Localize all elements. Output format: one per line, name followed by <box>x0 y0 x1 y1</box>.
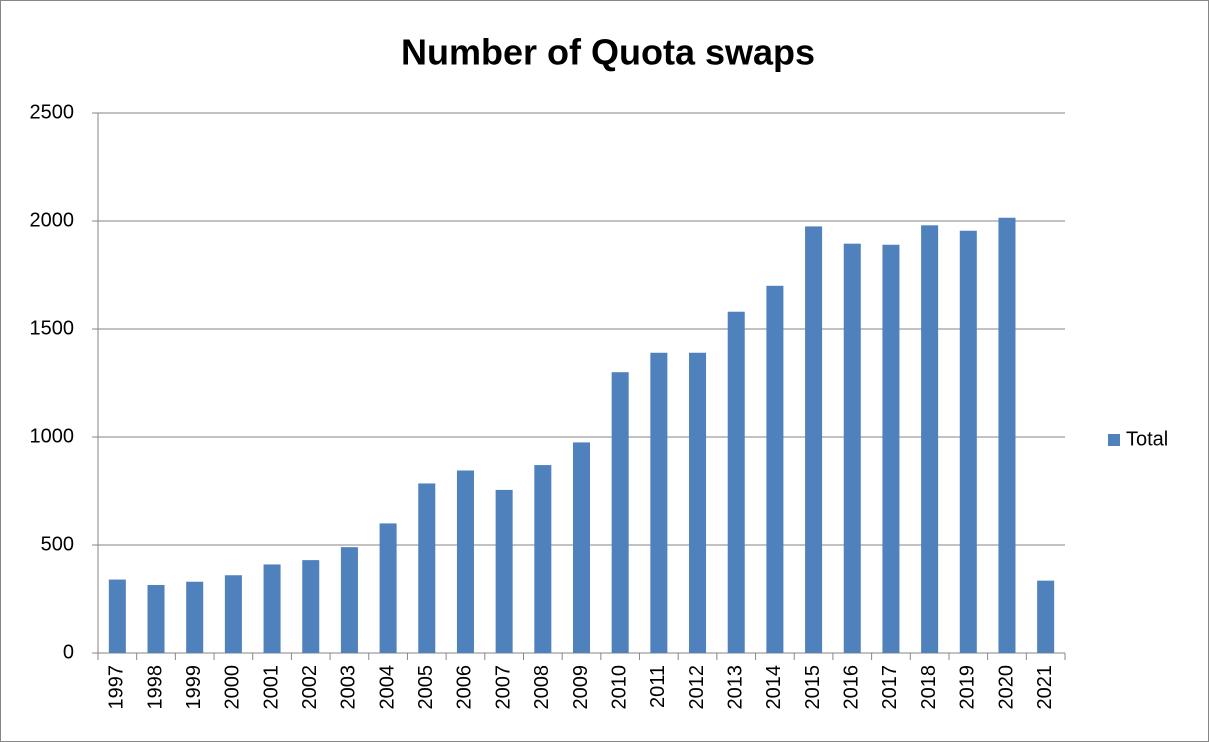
x-tick-label: 2000 <box>222 665 244 710</box>
bar <box>495 489 513 653</box>
x-tick-label: 2004 <box>376 665 398 710</box>
chart-title: Number of Quota swaps <box>401 32 815 73</box>
bar <box>186 581 204 653</box>
bar <box>689 352 707 653</box>
x-tick-label: 2012 <box>686 665 708 710</box>
y-tick-label: 1500 <box>30 317 75 339</box>
x-tick-label: 2007 <box>492 665 514 710</box>
y-tick-label: 0 <box>63 641 74 663</box>
legend-swatch <box>1108 434 1120 446</box>
bar <box>340 547 358 653</box>
bar <box>302 560 320 653</box>
x-tick-label: 2008 <box>531 665 553 710</box>
bar <box>727 311 745 653</box>
legend-label: Total <box>1126 428 1168 450</box>
y-tick-label: 500 <box>41 533 74 555</box>
bar <box>998 217 1016 653</box>
y-tick-label: 2500 <box>30 101 75 123</box>
bar <box>921 225 939 653</box>
bar <box>1037 580 1055 653</box>
x-tick-label: 2021 <box>1034 665 1056 710</box>
bar <box>611 372 629 653</box>
bar <box>418 483 436 653</box>
x-tick-label: 2020 <box>995 665 1017 710</box>
bar <box>959 230 977 653</box>
bar <box>843 243 861 653</box>
y-tick-label: 1000 <box>30 425 75 447</box>
x-tick-label: 2002 <box>299 665 321 710</box>
bar <box>147 584 165 653</box>
bar <box>882 244 900 653</box>
x-tick-label: 2013 <box>725 665 747 710</box>
bar <box>108 579 126 653</box>
x-tick-label: 1998 <box>144 665 166 710</box>
x-tick-label: 2016 <box>841 665 863 710</box>
x-tick-label: 2011 <box>647 665 669 708</box>
x-tick-label: 1997 <box>106 665 128 710</box>
x-tick-label: 2018 <box>918 665 940 710</box>
x-tick-label: 2019 <box>957 665 979 710</box>
x-tick-label: 2009 <box>570 665 592 710</box>
bar <box>379 523 397 653</box>
bar <box>456 470 474 653</box>
bar <box>224 575 242 653</box>
x-tick-label: 2010 <box>608 665 630 710</box>
x-tick-label: 2001 <box>260 665 282 710</box>
x-tick-label: 2003 <box>338 665 360 710</box>
bar <box>572 442 591 653</box>
x-tick-label: 2015 <box>802 665 824 710</box>
x-tick-label: 2014 <box>763 665 785 710</box>
bar <box>534 465 552 653</box>
bar <box>263 564 281 653</box>
bar <box>805 226 823 653</box>
bar <box>766 285 784 653</box>
y-tick-label: 2000 <box>30 209 75 231</box>
x-tick-label: 2005 <box>415 665 437 710</box>
bar <box>650 352 668 653</box>
x-tick-label: 2017 <box>879 665 901 710</box>
x-tick-label: 1999 <box>183 665 205 710</box>
x-tick-label: 2006 <box>454 665 476 710</box>
